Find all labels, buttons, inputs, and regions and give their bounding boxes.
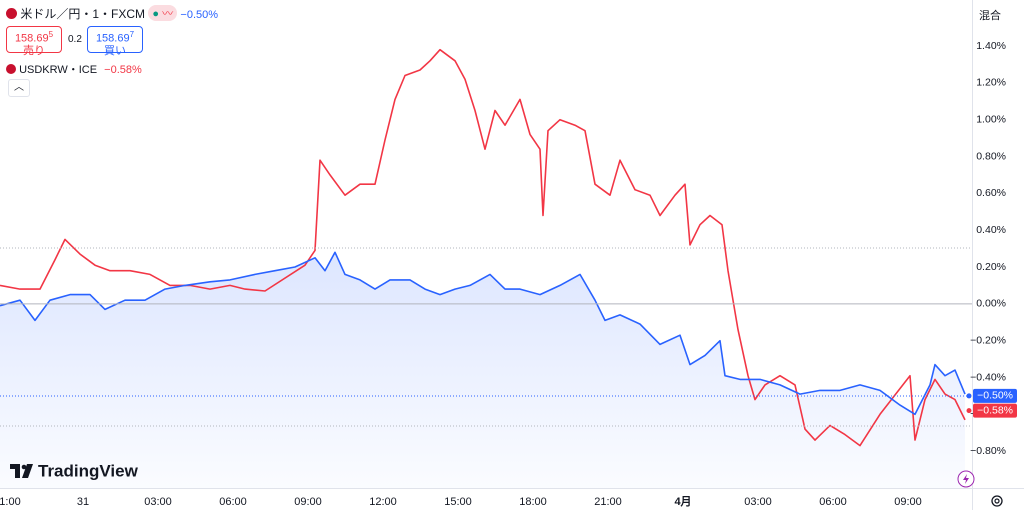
last-point <box>966 393 972 399</box>
legend-name: 米ドル／円・1・FXCM <box>20 7 146 21</box>
y-tick-label: 0.80% <box>976 150 1006 162</box>
legend-name: USDKRW・ICE <box>19 64 98 76</box>
buy-price-sub: 7 <box>129 30 135 39</box>
y-tick-label: −0.80% <box>970 445 1006 457</box>
sell-price-sub: 5 <box>48 30 54 39</box>
sell-button[interactable]: 158.695 売り <box>6 26 62 57</box>
sell-label: 売り <box>23 44 45 57</box>
x-tick-label: 31 <box>77 496 89 508</box>
y-tick-label: 0.20% <box>976 261 1006 273</box>
sell-price: 158.69 <box>14 32 49 45</box>
scale-mode[interactable]: 混合 <box>979 10 1001 22</box>
y-tick-label: 0.40% <box>976 224 1006 236</box>
x-tick-label: 09:00 <box>894 496 922 508</box>
x-tick-label: 03:00 <box>144 496 172 508</box>
logo-text: TradingView <box>38 461 139 480</box>
legend-row: 米ドル／円・1・FXCM ● 〰 −0.50% <box>6 5 218 22</box>
price-badge <box>973 388 1017 403</box>
buy-price: 158.69 <box>95 32 130 45</box>
x-tick-label: 09:00 <box>294 496 322 508</box>
price-badge-label: −0.50% <box>977 390 1013 402</box>
flag-icon <box>6 8 17 19</box>
buy-button[interactable]: 158.697 買い <box>87 26 143 57</box>
y-tick-label: 1.40% <box>976 40 1006 52</box>
x-tick-label: 18:00 <box>519 496 547 508</box>
legend-change: −0.58% <box>104 64 142 76</box>
series-line <box>0 251 966 416</box>
y-tick-label: 0.60% <box>976 187 1006 199</box>
x-tick-label: 12:00 <box>369 496 397 508</box>
series-area <box>0 252 965 488</box>
price-badge-label: −0.58% <box>977 404 1013 416</box>
x-tick-label: 4月 <box>674 495 691 508</box>
x-tick-label: 1:00 <box>0 496 21 508</box>
spread: 0.2 <box>68 34 82 45</box>
toggle[interactable]: ● 〰 <box>148 5 178 21</box>
last-point <box>966 408 972 414</box>
x-tick-label: 21:00 <box>594 496 622 508</box>
legend-change: −0.50% <box>180 9 219 21</box>
x-tick-label: 06:00 <box>819 496 847 508</box>
y-tick-label: −0.20% <box>970 334 1006 346</box>
x-tick-label: 03:00 <box>744 496 772 508</box>
price-badge <box>973 403 1017 418</box>
y-tick-label: −0.40% <box>970 371 1006 383</box>
buy-label: 買い <box>104 44 126 57</box>
logo <box>10 464 33 478</box>
y-tick-label: 1.20% <box>976 77 1006 89</box>
y-tick-label: 1.00% <box>976 113 1006 125</box>
x-tick-label: 06:00 <box>219 496 247 508</box>
series-line <box>0 48 966 447</box>
flag-icon <box>6 64 16 74</box>
collapse-button[interactable]: ︿ <box>8 79 30 97</box>
flash-icon[interactable] <box>957 470 975 488</box>
legend-row: USDKRW・ICE −0.58% <box>6 61 142 77</box>
y-tick-label: 0.00% <box>976 298 1006 310</box>
x-tick-label: 15:00 <box>444 496 472 508</box>
settings-icon[interactable] <box>991 495 1003 507</box>
plot-area <box>0 48 966 488</box>
